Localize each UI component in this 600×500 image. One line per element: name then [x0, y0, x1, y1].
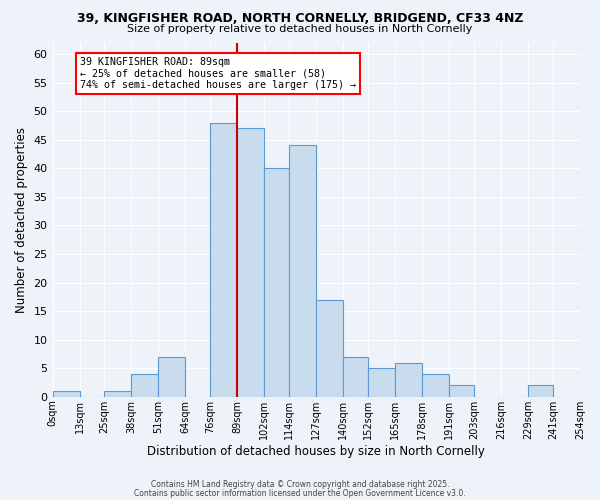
X-axis label: Distribution of detached houses by size in North Cornelly: Distribution of detached houses by size …	[148, 444, 485, 458]
Bar	[368, 368, 395, 397]
Text: Size of property relative to detached houses in North Cornelly: Size of property relative to detached ho…	[127, 24, 473, 34]
Bar	[211, 122, 238, 397]
Bar	[449, 386, 474, 397]
Text: 39 KINGFISHER ROAD: 89sqm
← 25% of detached houses are smaller (58)
74% of semi-: 39 KINGFISHER ROAD: 89sqm ← 25% of detac…	[80, 57, 356, 90]
Bar	[131, 374, 158, 397]
Bar	[343, 357, 368, 397]
Bar	[528, 386, 553, 397]
Text: Contains HM Land Registry data © Crown copyright and database right 2025.: Contains HM Land Registry data © Crown c…	[151, 480, 449, 489]
Y-axis label: Number of detached properties: Number of detached properties	[15, 126, 28, 312]
Bar	[53, 391, 80, 397]
Text: 39, KINGFISHER ROAD, NORTH CORNELLY, BRIDGEND, CF33 4NZ: 39, KINGFISHER ROAD, NORTH CORNELLY, BRI…	[77, 12, 523, 26]
Bar	[316, 300, 343, 397]
Bar	[422, 374, 449, 397]
Bar	[158, 357, 185, 397]
Text: Contains public sector information licensed under the Open Government Licence v3: Contains public sector information licen…	[134, 488, 466, 498]
Bar	[104, 391, 131, 397]
Bar	[395, 362, 422, 397]
Bar	[238, 128, 265, 397]
Bar	[265, 168, 289, 397]
Bar	[289, 146, 316, 397]
